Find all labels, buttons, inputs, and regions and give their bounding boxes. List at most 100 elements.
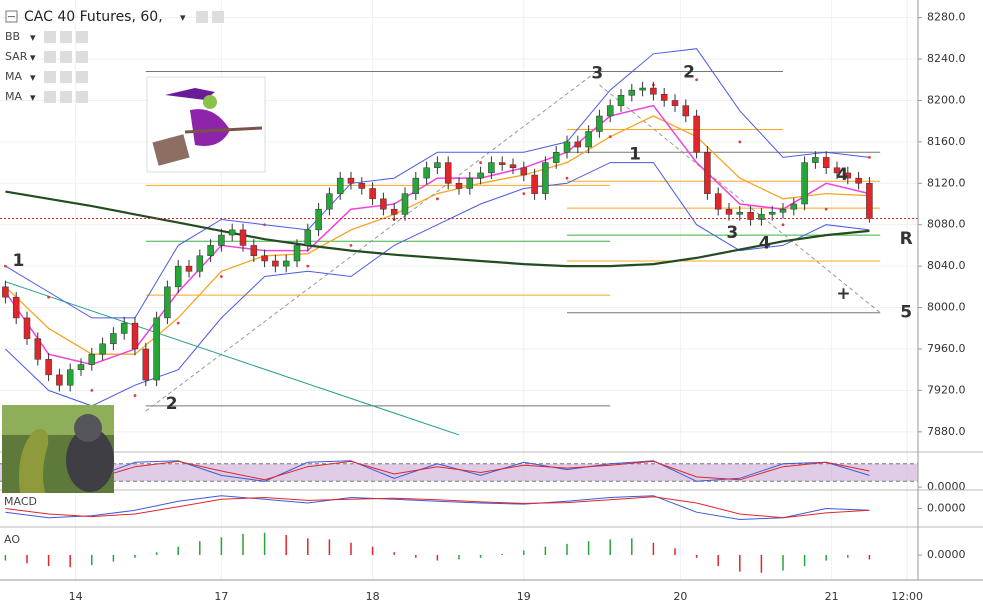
bb-upper	[5, 48, 870, 319]
sar-dot	[868, 156, 871, 159]
y-tick-label: 8040.0	[927, 259, 966, 272]
y-tick-label: 8080.0	[927, 218, 966, 231]
sar-dot	[133, 394, 137, 397]
candle-body	[66, 369, 74, 386]
candle-body	[520, 167, 528, 176]
candle-body	[758, 214, 765, 220]
candle-body	[326, 193, 333, 210]
collapse-icon[interactable]	[5, 10, 18, 23]
candle-body	[790, 203, 798, 210]
indicator-button[interactable]	[60, 91, 72, 103]
jungle-picture	[2, 405, 114, 493]
sar-dot	[608, 135, 612, 139]
moving-average	[4, 104, 870, 366]
indicator-button[interactable]	[76, 91, 88, 103]
sar-dot	[306, 264, 310, 268]
candle-body	[228, 229, 236, 236]
candle-body	[444, 162, 452, 184]
wave-label: 1	[629, 144, 641, 164]
indicator-name: SAR	[5, 50, 28, 63]
indicator-button[interactable]	[60, 31, 72, 43]
wave-label: R	[900, 229, 913, 249]
candle-body	[866, 183, 873, 219]
x-tick-label: 18	[366, 590, 380, 603]
indicator-button[interactable]	[44, 71, 56, 83]
candle-body	[434, 162, 441, 169]
candle-body	[844, 172, 852, 179]
candle-body	[455, 183, 463, 189]
candle-body	[239, 229, 247, 246]
candle-body	[639, 87, 646, 91]
sar-dot	[4, 264, 7, 268]
dropdown[interactable]: ▾	[30, 31, 36, 44]
wave-label: 5	[900, 303, 912, 323]
candle-body	[358, 183, 366, 189]
candle-body	[585, 131, 592, 148]
sar-dot	[781, 223, 785, 227]
candle-body	[282, 260, 290, 267]
candle-body	[174, 265, 182, 288]
settings-icon[interactable]	[212, 11, 224, 23]
candle-body	[628, 89, 636, 96]
candle-body	[272, 260, 279, 267]
x-tick-label: 12:00	[891, 590, 923, 603]
candle-body	[412, 177, 420, 194]
sar-dot	[220, 275, 223, 278]
candle-body	[293, 245, 301, 262]
indicator-line	[5, 460, 870, 481]
pane-label: MACD	[4, 495, 37, 508]
candle-body	[336, 177, 344, 194]
candle-body	[218, 234, 225, 246]
sar-dot	[349, 244, 353, 247]
candle-body	[498, 162, 506, 165]
candle-body	[196, 255, 204, 272]
candle-body	[747, 212, 754, 220]
candle-body	[693, 115, 700, 153]
candle-body	[315, 208, 322, 231]
indicator-name: MA	[5, 70, 22, 83]
candle-body	[779, 208, 787, 213]
candle-body	[390, 208, 398, 215]
indicator-button[interactable]	[76, 51, 88, 63]
candle-body	[736, 212, 744, 215]
pane-label: AO	[4, 533, 20, 546]
indicator-name: BB	[5, 30, 20, 43]
wave-label: 4	[836, 165, 848, 185]
wave-label: 4	[759, 233, 771, 253]
indicator-button[interactable]	[60, 51, 72, 63]
indicator-button[interactable]	[44, 51, 56, 63]
candle-body	[596, 115, 603, 132]
dropdown[interactable]: ▾	[30, 91, 36, 104]
plot: 1 2 3 4 +1 2 3 4 5 R 0.0000 0.0000 0.0000	[0, 48, 966, 573]
indicator-button[interactable]	[76, 71, 88, 83]
candle-body	[88, 353, 96, 365]
y-tick-label: 8280.0	[927, 11, 966, 24]
sar-dot	[263, 223, 266, 227]
dropdown[interactable]: ▾	[30, 71, 36, 84]
x-tick-label: 21	[825, 590, 839, 603]
wave-label: 1	[12, 251, 24, 271]
indicator-button[interactable]	[76, 31, 88, 43]
wave-label: 3	[591, 64, 603, 84]
candle-body	[142, 348, 150, 381]
indicator-list: BB ▾SAR ▾MA ▾MA ▾	[5, 30, 88, 104]
candle-body	[812, 157, 819, 163]
candle-body	[542, 162, 549, 194]
indicator-line	[5, 496, 870, 519]
sar-dot	[824, 207, 828, 211]
x-tick-label: 20	[673, 590, 687, 603]
indicator-button[interactable]	[44, 31, 56, 43]
witch-picture	[146, 76, 266, 173]
eye-icon[interactable]	[196, 11, 208, 23]
dropdown[interactable]: ▾	[30, 51, 36, 64]
indicator-button[interactable]	[44, 91, 56, 103]
candle-body	[45, 359, 52, 376]
indicator-button[interactable]	[60, 71, 72, 83]
candle-body	[23, 317, 31, 339]
wave-label: 2	[166, 394, 178, 414]
candle-body	[185, 265, 193, 272]
dropdown[interactable]: ▾	[180, 11, 186, 24]
candle-body	[801, 162, 808, 205]
y-tick-label: 7880.0	[927, 425, 966, 438]
